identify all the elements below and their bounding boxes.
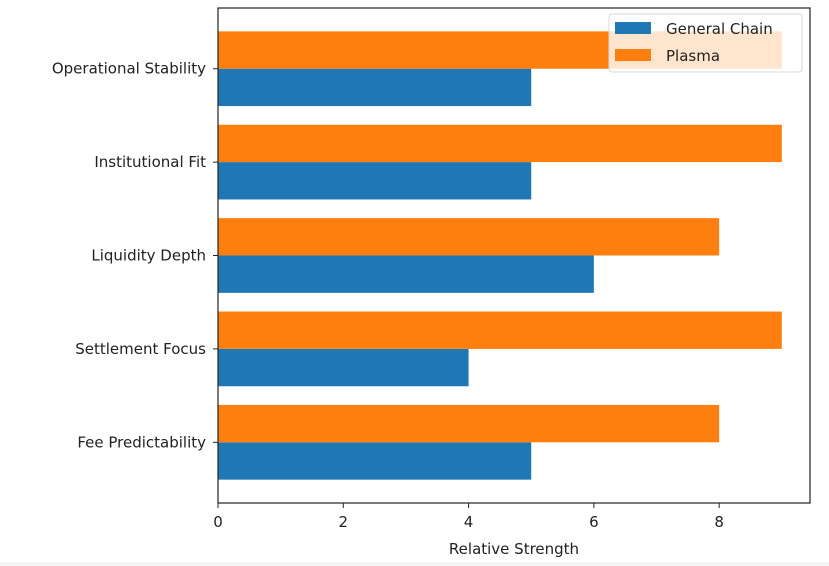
x-tick-label: 6 <box>589 513 599 531</box>
bar-general-chain-liquidity-depth <box>218 255 594 293</box>
legend-label: General Chain <box>666 20 773 38</box>
legend-label: Plasma <box>666 47 720 65</box>
x-tick-label: 0 <box>213 513 223 531</box>
x-axis-label: Relative Strength <box>449 540 579 558</box>
bar-plasma-institutional-fit <box>218 124 782 163</box>
y-tick-label: Institutional Fit <box>94 153 206 171</box>
legend-swatch-general-chain <box>615 22 651 34</box>
x-tick-label: 2 <box>339 513 349 531</box>
bar-general-chain-operational-stability <box>218 68 532 107</box>
legend-box <box>608 13 803 73</box>
bar-plasma-settlement-focus <box>218 311 782 349</box>
y-tick-label: Liquidity Depth <box>91 247 206 265</box>
bar-plasma-fee-predictability <box>218 404 720 443</box>
y-tick-label: Operational Stability <box>52 60 206 78</box>
y-ticks-group: Fee Predictability Settlement Focus Liquid… <box>52 60 218 451</box>
bar-general-chain-institutional-fit <box>218 162 532 200</box>
legend-swatch-plasma <box>615 49 651 61</box>
bar-general-chain-settlement-focus <box>218 348 469 387</box>
y-tick-label: Settlement Focus <box>75 340 206 358</box>
bars-group <box>218 31 782 480</box>
legend: General Chain Plasma <box>608 13 803 73</box>
x-ticks-group: 0 2 4 6 8 <box>213 503 724 531</box>
x-tick-label: 4 <box>464 513 474 531</box>
bar-plasma-liquidity-depth <box>218 218 720 256</box>
x-tick-label: 8 <box>714 513 724 531</box>
bar-general-chain-fee-predictability <box>218 442 532 480</box>
y-tick-label: Fee Predictability <box>77 433 206 451</box>
